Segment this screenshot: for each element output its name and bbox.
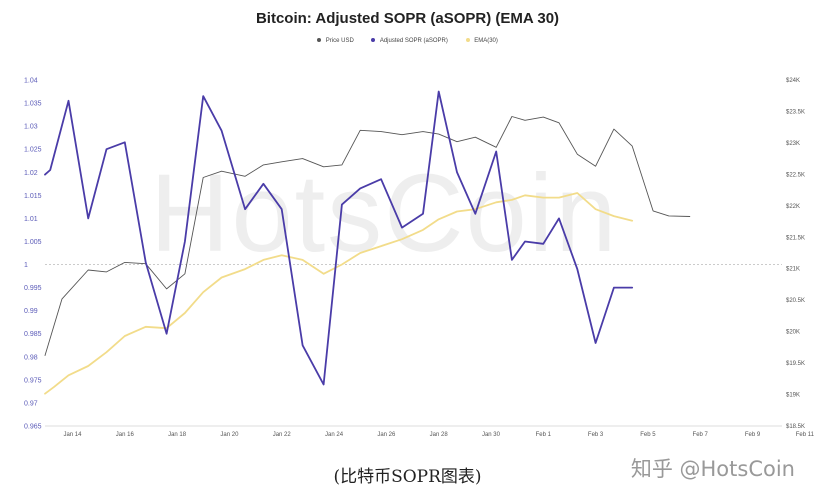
y-tick-label-left: 0.995 — [24, 285, 42, 292]
y-tick-label-left: 0.965 — [24, 424, 42, 431]
series-line-price — [44, 116, 691, 356]
legend-item-asopr[interactable]: Adjusted SOPR (aSOPR) — [371, 38, 448, 44]
legend-item-price[interactable]: Price USD — [317, 38, 354, 44]
series-line-asopr — [44, 90, 634, 386]
y-tick-label-left: 1.03 — [24, 124, 38, 131]
y-tick-label-right: $21K — [786, 267, 800, 273]
y-tick-label-right: $18.5K — [786, 424, 805, 430]
y-tick-label-left: 0.97 — [24, 400, 38, 407]
y-tick-label-left: 1.015 — [24, 193, 42, 200]
legend-label: EMA(30) — [474, 38, 498, 44]
credit: 知乎 @HotsCoin — [630, 457, 795, 481]
legend-dot-icon — [317, 38, 322, 43]
y-tick-label-left: 0.99 — [24, 308, 38, 315]
series-line-ema — [44, 192, 634, 395]
y-tick-label-left: 1.005 — [24, 239, 42, 246]
y-tick-label-left: 0.975 — [24, 377, 42, 384]
x-tick-label: Jan 14 — [63, 432, 82, 438]
y-tick-label-left: 0.985 — [24, 331, 42, 338]
chart: 0.965 0.97 0.975 0.98 0.985 0.99 0.995 1 1.005 1.… — [24, 78, 815, 439]
chart-title: Bitcoin: Adjusted SOPR (aSOPR) (EMA 30) — [255, 10, 560, 27]
y-axis-left: 0.965 0.97 0.975 0.98 0.985 0.99 0.995 1 1.005 1.… — [24, 78, 42, 431]
x-tick-label: Feb 5 — [640, 432, 656, 438]
x-tick-label: Feb 1 — [536, 432, 552, 438]
legend-dot-icon — [371, 38, 376, 43]
series-layer — [44, 90, 691, 395]
legend-item-ema[interactable]: EMA(30) — [465, 38, 498, 44]
y-tick-label-left: 1.025 — [24, 147, 42, 154]
x-tick-label: Jan 20 — [220, 432, 239, 438]
y-axis-right: $18.5K $19K $19.5K $20K $20.5K $21K $21.5K $22K… — [786, 78, 805, 430]
y-tick-label-left: 1.01 — [24, 216, 38, 223]
y-tick-label-right: $24K — [786, 78, 800, 84]
y-tick-label-left: 1.035 — [24, 101, 42, 108]
y-tick-label-right: $23.5K — [786, 109, 805, 115]
legend-label: Price USD — [325, 38, 354, 44]
x-tick-label: Feb 3 — [588, 432, 604, 438]
y-tick-label-right: $20K — [786, 330, 800, 336]
x-tick-label: Feb 7 — [693, 432, 709, 438]
x-tick-label: Jan 22 — [273, 432, 292, 438]
y-tick-label-left: 1 — [24, 262, 28, 269]
x-tick-label: Jan 28 — [430, 432, 449, 438]
y-tick-label-right: $21.5K — [786, 235, 805, 241]
x-tick-label: Feb 11 — [796, 432, 815, 438]
x-tick-label: Jan 18 — [168, 432, 187, 438]
x-tick-label: Jan 30 — [482, 432, 501, 438]
y-tick-label-left: 1.04 — [24, 78, 38, 85]
x-tick-label: Jan 26 — [377, 432, 396, 438]
y-tick-label-right: $22.5K — [786, 172, 805, 178]
y-tick-label-right: $19.5K — [786, 361, 805, 367]
legend-label: Adjusted SOPR (aSOPR) — [379, 38, 448, 44]
y-tick-label-right: $19K — [786, 393, 800, 399]
y-tick-label-right: $20.5K — [786, 298, 805, 304]
caption: (比特币SOPR图表) — [333, 467, 482, 487]
y-tick-label-left: 1.02 — [24, 170, 38, 177]
x-tick-label: Feb 9 — [745, 432, 761, 438]
y-tick-label-left: 0.98 — [24, 354, 38, 361]
y-tick-label-right: $23K — [786, 141, 800, 147]
legend-dot-icon — [465, 38, 470, 43]
legend: Price USD Adjusted SOPR (aSOPR) EMA(30) — [0, 38, 815, 44]
x-tick-label: Jan 24 — [325, 432, 344, 438]
x-tick-label: Jan 16 — [116, 432, 135, 438]
y-tick-label-right: $22K — [786, 204, 800, 210]
x-axis: Jan 14 Jan 16 Jan 18 Jan 20 Jan 22 Jan 24 Jan … — [63, 432, 815, 438]
